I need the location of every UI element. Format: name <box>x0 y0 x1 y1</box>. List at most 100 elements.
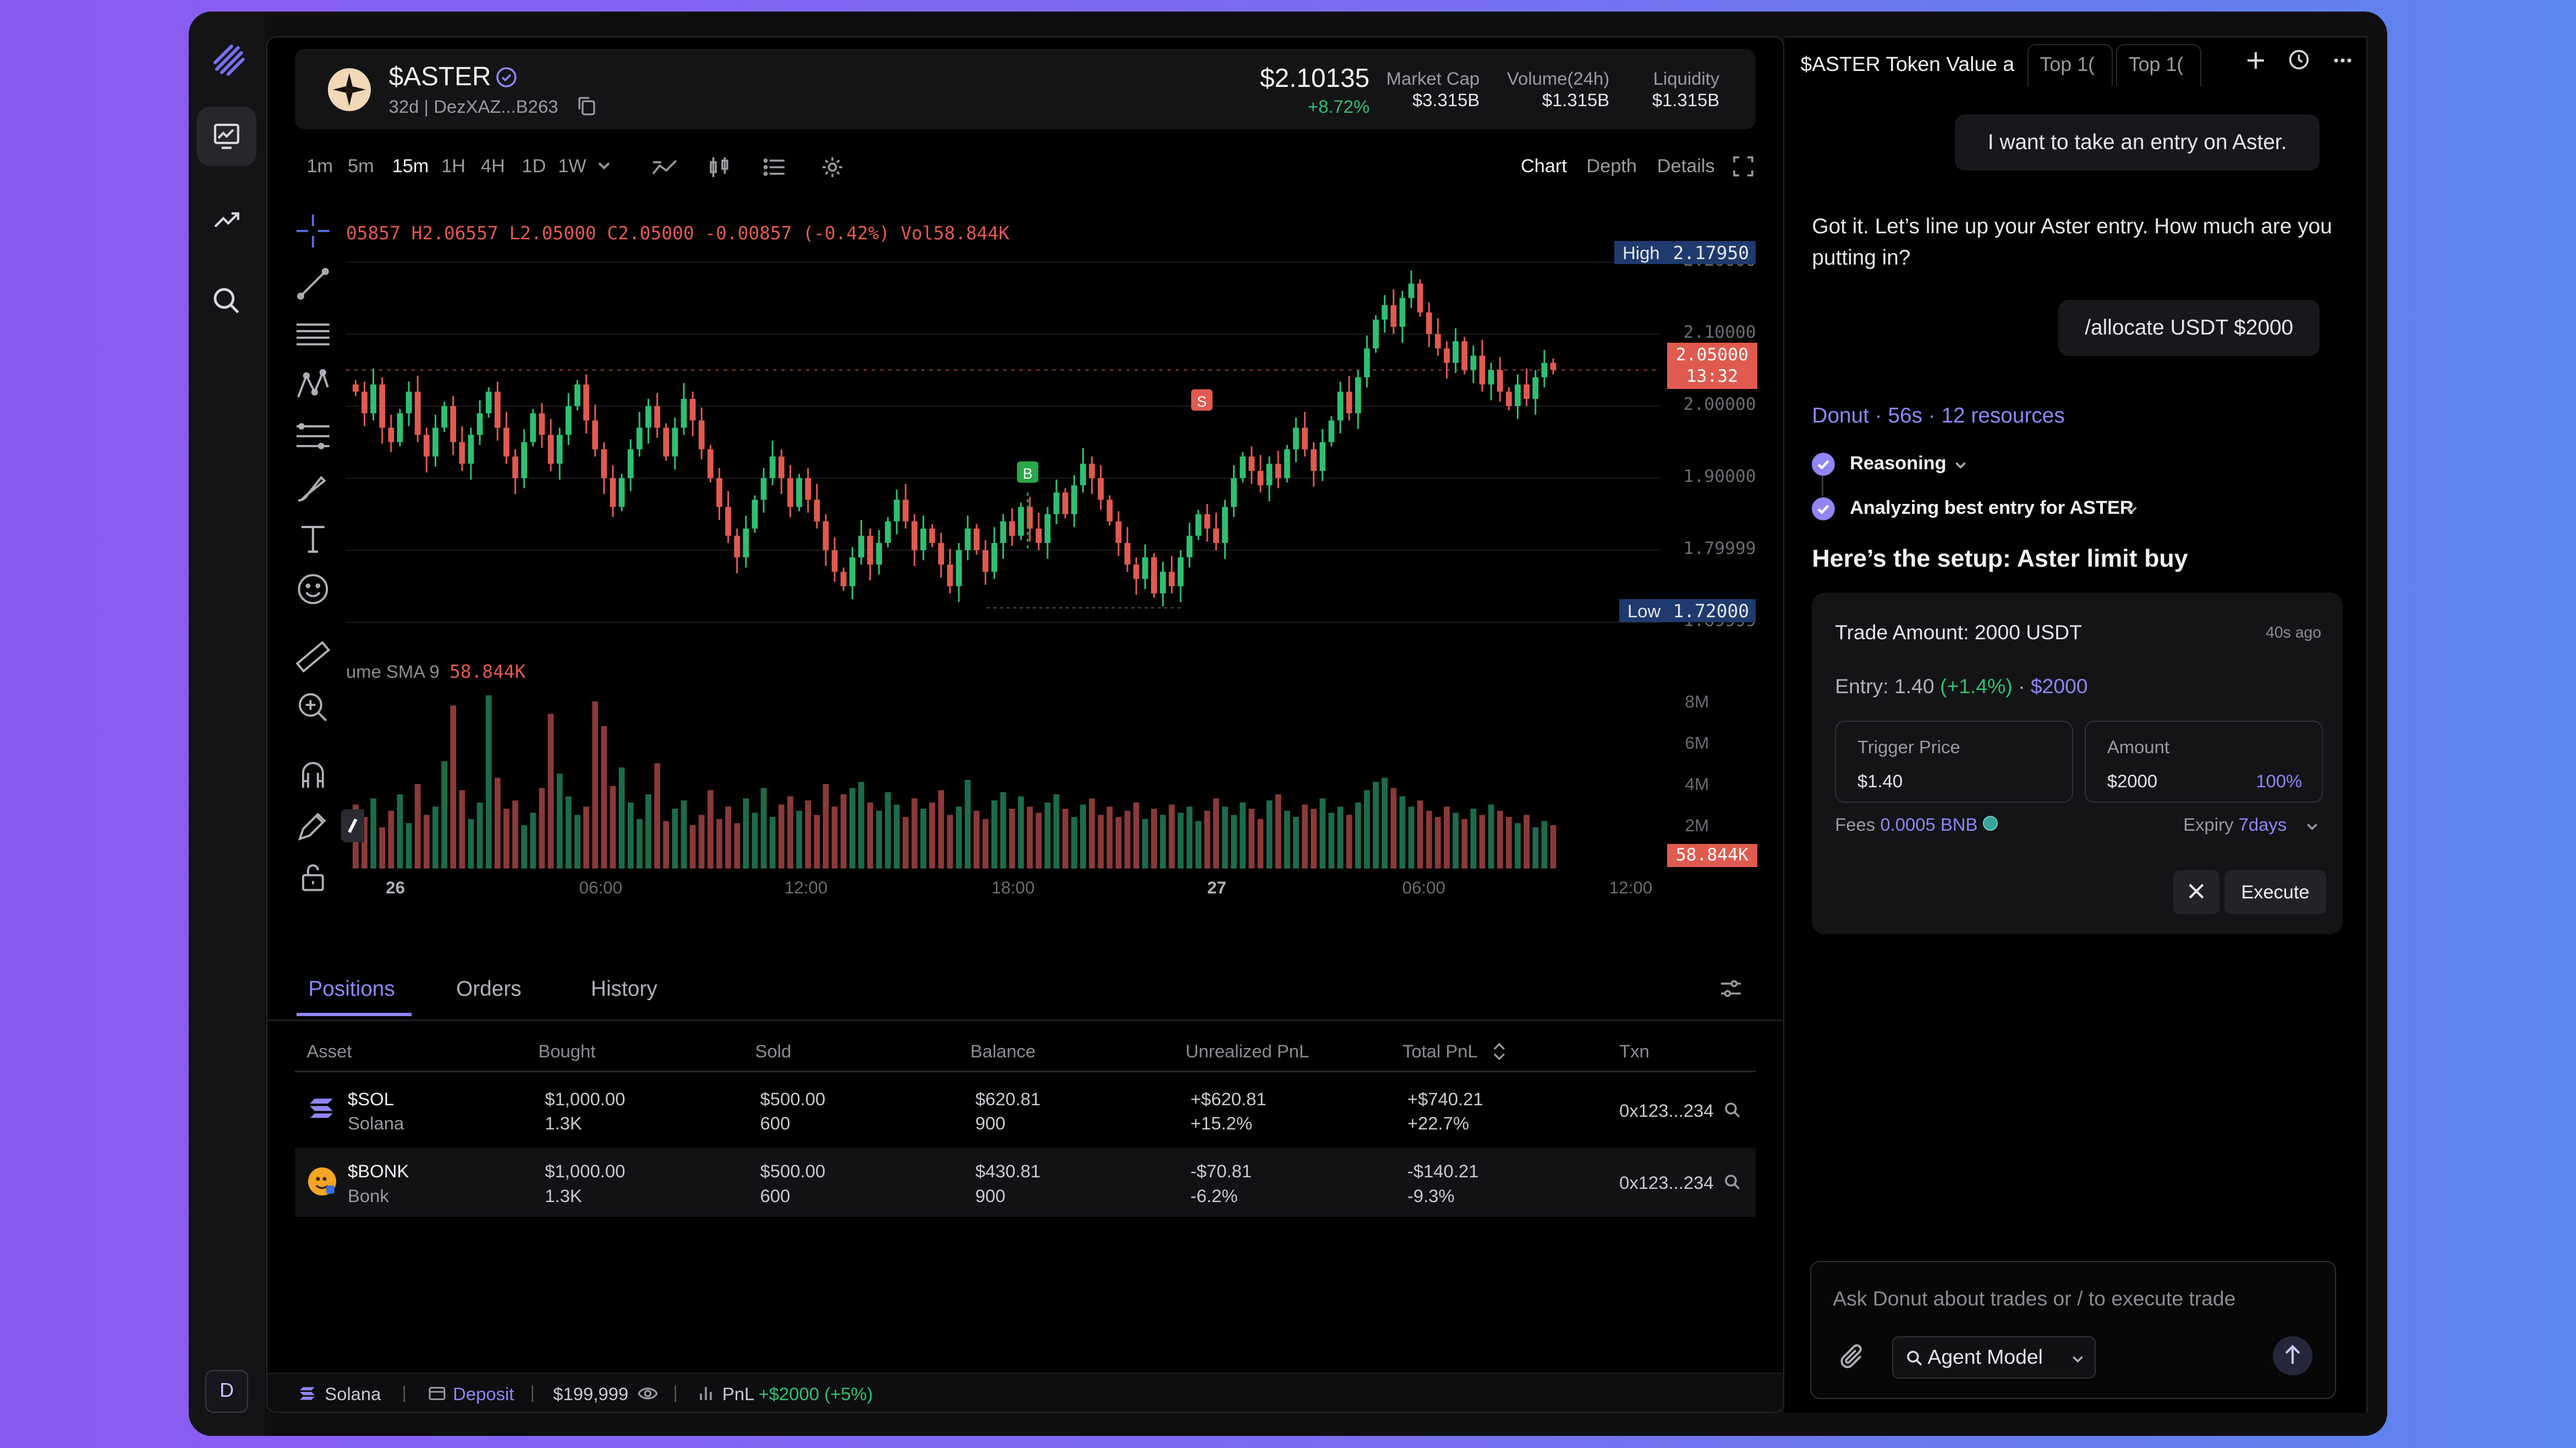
token-header: $ASTER 32d | DezXAZ...B263 $2.10135 +8.7… <box>295 48 1756 129</box>
horizontal-lines-icon[interactable] <box>295 316 331 353</box>
trend-line-icon[interactable] <box>295 266 331 302</box>
send-button[interactable] <box>2273 1336 2313 1376</box>
timeframe-15m[interactable]: 15m <box>392 155 429 177</box>
chevron-down-icon[interactable] <box>2305 819 2320 834</box>
text-tool-icon[interactable] <box>295 520 331 557</box>
fullscreen-icon[interactable] <box>1733 156 1754 177</box>
trigger-price-field[interactable]: Trigger Price $1.40 <box>1835 720 2074 803</box>
timeframe-1d[interactable]: 1D <box>522 155 546 177</box>
volume-bar <box>840 794 847 869</box>
bought-qty: 1.3K <box>545 1113 582 1134</box>
tab-orders[interactable]: Orders <box>456 977 522 1001</box>
user-avatar[interactable]: D <box>205 1370 248 1413</box>
candle-body <box>512 456 518 478</box>
pattern-icon[interactable] <box>295 368 331 404</box>
chat-tab[interactable]: Top 1( <box>2115 43 2202 87</box>
magnet-icon[interactable] <box>295 756 331 793</box>
timeframe-1h[interactable]: 1H <box>441 155 466 177</box>
model-selector[interactable]: Agent Model <box>1892 1336 2096 1379</box>
candle-body <box>885 521 891 543</box>
more-icon[interactable] <box>2333 57 2353 64</box>
execute-button[interactable]: Execute <box>2224 870 2326 915</box>
trigger-price-value[interactable]: $1.40 <box>1857 771 1903 792</box>
chevron-down-icon[interactable] <box>596 157 612 174</box>
app-logo-icon[interactable] <box>210 41 246 78</box>
chat-tab-active[interactable]: $ASTER Token Value a <box>1800 52 2015 75</box>
price-chart[interactable]: BS <box>346 248 1660 872</box>
candle-body <box>1186 535 1193 557</box>
buy-marker[interactable]: B <box>1017 461 1039 483</box>
search-icon[interactable] <box>212 286 242 316</box>
chevron-down-icon <box>2073 1356 2083 1363</box>
trending-icon[interactable] <box>212 205 242 235</box>
cancel-button[interactable] <box>2173 870 2219 915</box>
nav-trade-button[interactable] <box>197 107 256 166</box>
indicators-icon[interactable] <box>651 156 678 179</box>
candle-body <box>1408 283 1415 298</box>
txn-hash[interactable]: 0x123...234 <box>1619 1172 1714 1193</box>
deposit-link[interactable]: Deposit <box>453 1384 514 1405</box>
amount-field[interactable]: Amount $2000 100% <box>2085 720 2323 803</box>
txn-hash[interactable]: 0x123...234 <box>1619 1100 1714 1121</box>
chat-tab[interactable]: Top 1( <box>2027 43 2113 87</box>
search-icon[interactable] <box>1724 1102 1741 1118</box>
network-name[interactable]: Solana <box>325 1384 381 1405</box>
candle-body <box>370 384 376 414</box>
ruler-icon[interactable] <box>295 639 331 675</box>
volume-bar <box>725 807 731 869</box>
sort-icon[interactable] <box>1493 1043 1506 1061</box>
amount-percent[interactable]: 100% <box>2256 771 2303 792</box>
search-icon[interactable] <box>1724 1174 1741 1191</box>
asset-name: Bonk <box>348 1185 389 1206</box>
filter-settings-icon[interactable] <box>1719 977 1742 1000</box>
timeframe-1m[interactable]: 1m <box>306 155 333 177</box>
volume-bar <box>1231 815 1237 869</box>
time-axis-label: 26 <box>386 878 405 898</box>
asset-symbol: $SOL <box>348 1088 394 1109</box>
history-clock-icon[interactable] <box>2288 49 2310 70</box>
col-total-pnl[interactable]: Total PnL <box>1402 1041 1478 1062</box>
collapse-handle[interactable] <box>341 809 364 842</box>
sell-marker[interactable]: S <box>1191 389 1213 411</box>
time-axis: 26 06:00 12:00 18:00 27 06:00 12:00 <box>346 878 1660 901</box>
pencil-lock-icon[interactable] <box>295 808 331 844</box>
plus-icon[interactable] <box>2246 51 2266 70</box>
agent-resources[interactable]: 12 resources <box>1941 403 2065 427</box>
copy-icon[interactable] <box>578 96 596 116</box>
candle-type-icon[interactable] <box>708 156 731 179</box>
volume-bar <box>1532 827 1539 869</box>
gear-icon[interactable] <box>821 156 844 179</box>
brush-icon[interactable] <box>295 469 331 506</box>
candle-body <box>823 521 829 550</box>
volume-bar <box>1257 819 1264 869</box>
emoji-icon[interactable] <box>295 571 331 607</box>
tab-positions[interactable]: Positions <box>308 977 395 1001</box>
crosshair-icon[interactable] <box>295 213 331 249</box>
expiry-selector[interactable]: Expiry 7days <box>2183 814 2287 835</box>
volume-bar <box>1213 798 1219 869</box>
view-details-tab[interactable]: Details <box>1657 155 1715 177</box>
timeframe-1w[interactable]: 1W <box>558 155 587 177</box>
amount-value[interactable]: $2000 <box>2107 771 2158 792</box>
candle-body <box>1319 442 1326 471</box>
table-row[interactable]: $SOL Solana $1,000.00 1.3K $500.00 600 $… <box>295 1076 1755 1144</box>
tab-history[interactable]: History <box>590 977 657 1001</box>
list-icon[interactable] <box>763 156 786 179</box>
view-chart-tab[interactable]: Chart <box>1520 155 1567 177</box>
candle-body <box>1213 528 1219 543</box>
lock-icon[interactable] <box>295 859 331 895</box>
fib-icon[interactable] <box>295 418 331 454</box>
positions-tabs: Positions Orders History <box>267 977 1783 1020</box>
table-row[interactable]: $BONK Bonk $1,000.00 1.3K $500.00 600 $4… <box>295 1148 1756 1217</box>
view-depth-tab[interactable]: Depth <box>1586 155 1637 177</box>
timeframe-4h[interactable]: 4H <box>480 155 505 177</box>
volume-bar <box>476 802 483 869</box>
candle-body <box>1497 370 1503 392</box>
zoom-in-icon[interactable] <box>295 689 331 726</box>
candle-body <box>1284 449 1290 478</box>
timeframe-5m[interactable]: 5m <box>348 155 374 177</box>
attachment-icon[interactable] <box>1839 1344 1866 1370</box>
nav-rail: D <box>189 11 265 1436</box>
eye-icon[interactable] <box>637 1385 659 1402</box>
chat-input[interactable]: Ask Donut about trades or / to execute t… <box>1833 1286 2236 1310</box>
